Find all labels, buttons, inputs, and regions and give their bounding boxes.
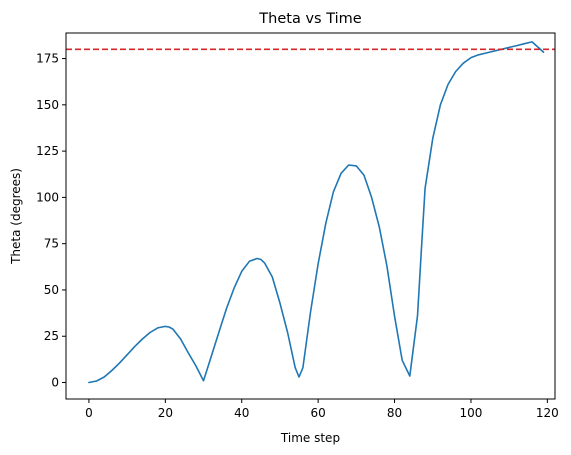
x-axis-label: Time step [280, 431, 340, 445]
x-tick-label: 100 [460, 406, 483, 420]
x-tick-label: 0 [85, 406, 93, 420]
x-tick-label: 120 [536, 406, 559, 420]
y-tick-label: 125 [36, 144, 59, 158]
x-tick-label: 20 [158, 406, 173, 420]
y-tick-label: 50 [44, 283, 59, 297]
y-tick-label: 100 [36, 190, 59, 204]
axes-frame [65, 32, 556, 400]
x-tick-label: 80 [387, 406, 402, 420]
y-tick-label: 25 [44, 329, 59, 343]
y-tick-label: 150 [36, 98, 59, 112]
x-tick-label: 40 [234, 406, 249, 420]
x-axis: 0 20 40 60 80 100 120 [85, 399, 559, 420]
y-tick-label: 75 [44, 237, 59, 251]
theta-series-line [88, 41, 545, 384]
plot-area [66, 41, 555, 384]
x-tick-label: 60 [311, 406, 326, 420]
y-axis-label: Theta (degrees) [9, 168, 23, 265]
y-tick-label: 0 [51, 376, 59, 390]
y-axis: 0 25 50 75 100 125 150 175 [36, 52, 66, 390]
y-tick-label: 175 [36, 52, 59, 66]
chart-title: Theta vs Time [258, 11, 361, 27]
